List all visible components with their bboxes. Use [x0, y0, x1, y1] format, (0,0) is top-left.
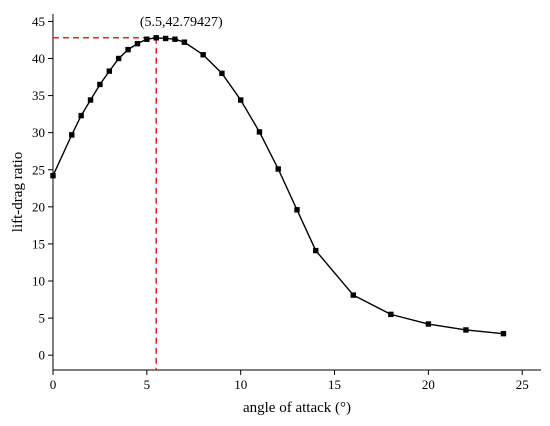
data-point-marker	[87, 97, 94, 103]
data-point-marker	[115, 55, 122, 62]
x-tick-label: 0	[50, 377, 57, 392]
data-point-marker	[313, 247, 319, 254]
data-point-marker	[144, 36, 150, 42]
data-point-marker	[181, 39, 188, 45]
max-point-annotation: (5.5,42.79427)	[140, 15, 223, 30]
data-point-marker	[237, 97, 244, 103]
x-axis-ticks: 0 5 10 15 20 25	[50, 370, 529, 392]
data-point-marker	[162, 35, 169, 42]
data-point-marker	[275, 166, 281, 172]
y-tick-label: 35	[32, 88, 45, 103]
data-point-marker	[388, 311, 394, 318]
x-tick-label: 5	[144, 377, 151, 392]
x-tick-label: 15	[328, 377, 341, 392]
data-point-marker	[153, 35, 159, 41]
y-tick-label: 10	[32, 274, 45, 289]
y-tick-label: 5	[39, 311, 46, 326]
x-tick-label: 20	[422, 377, 435, 392]
data-point-marker	[97, 81, 103, 88]
data-point-marker	[134, 40, 141, 47]
data-point-marker	[106, 68, 113, 74]
plot-area: 0 5 10 15 20 25 0 5 10 15 20 25 30 35 40 45	[32, 14, 541, 392]
series-line	[52, 37, 504, 335]
data-point-marker	[200, 52, 206, 58]
y-tick-label: 45	[32, 14, 45, 29]
y-axis-title: lift-drag ratio	[10, 152, 26, 232]
y-tick-label: 0	[39, 348, 46, 363]
data-point-marker	[256, 129, 263, 135]
x-tick-label: 10	[234, 377, 247, 392]
reference-lines	[53, 37, 157, 370]
data-point-marker	[125, 46, 131, 53]
data-point-marker	[78, 112, 84, 119]
data-point-marker	[172, 36, 178, 42]
y-tick-label: 15	[32, 236, 45, 251]
x-axis-title: angle of attack (°)	[243, 400, 351, 416]
data-point-marker	[500, 330, 507, 337]
data-point-marker	[463, 327, 469, 333]
y-tick-label: 25	[32, 162, 45, 177]
series-markers	[50, 35, 507, 337]
data-point-marker	[69, 132, 75, 138]
data-point-marker	[425, 321, 432, 327]
y-tick-label: 40	[32, 51, 45, 66]
y-tick-label: 30	[32, 125, 45, 140]
data-point-marker	[350, 292, 357, 298]
data-point-marker	[50, 172, 56, 179]
data-point-marker	[219, 70, 225, 77]
y-tick-label: 20	[32, 199, 45, 214]
x-tick-label: 25	[516, 377, 529, 392]
y-axis-ticks: 0 5 10 15 20 25 30 35 40 45	[32, 14, 53, 363]
data-point-marker	[294, 207, 300, 213]
